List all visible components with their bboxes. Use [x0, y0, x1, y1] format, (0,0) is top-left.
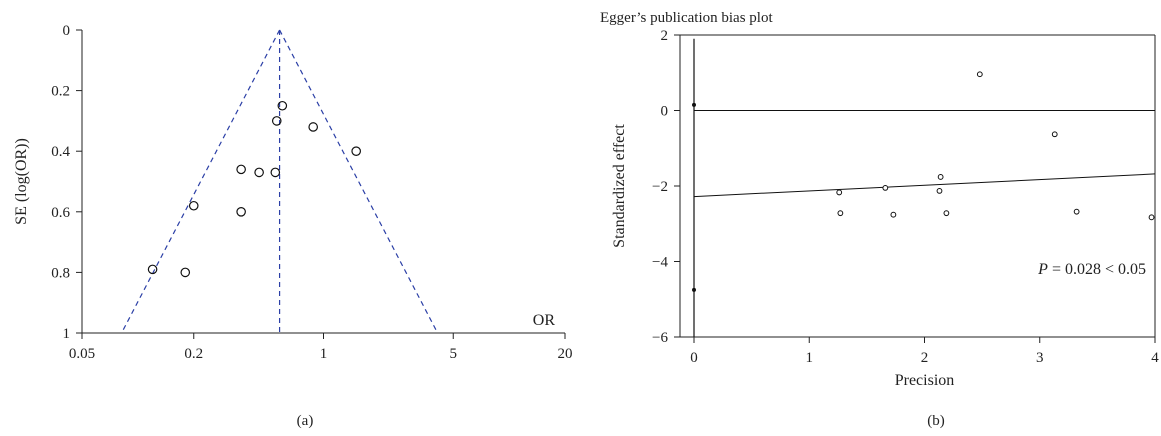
study-point: [270, 167, 281, 178]
caption-a: (a): [297, 413, 314, 429]
study-point: [943, 210, 950, 217]
y-tick-label: 1: [63, 326, 71, 342]
study-point: [236, 164, 246, 175]
study-point: [254, 167, 264, 178]
study-point: [271, 116, 282, 126]
study-point: [188, 200, 199, 211]
egger-plot: −6 −4 −2 0 2 0 1 2 3 4 Egger’s publication bias pl…: [600, 10, 1159, 429]
study-point: [236, 207, 246, 217]
study-point: [147, 264, 158, 275]
intercept-point: [692, 102, 696, 107]
x-tick-label: 1: [320, 346, 328, 362]
x-tick-label: 4: [1151, 350, 1159, 366]
study-point: [1148, 214, 1155, 221]
y-axis-label: SE (log(OR)): [13, 138, 30, 225]
caption-b: (b): [927, 413, 945, 429]
study-point: [180, 267, 191, 278]
funnel-right-line: [279, 29, 439, 334]
y-tick-label: −2: [652, 179, 668, 195]
y-axis-label: Standardized effect: [611, 124, 628, 248]
regression-line: [693, 173, 1156, 198]
x-axis-label: OR: [533, 312, 556, 329]
study-point: [882, 184, 889, 191]
study-point: [936, 188, 943, 194]
study-point: [1073, 208, 1080, 215]
x-tick-label: 20: [558, 346, 573, 362]
p-symbol: P: [1037, 261, 1048, 278]
y-tick-label: 0.2: [51, 84, 70, 100]
chart-title: Egger’s publication bias plot: [600, 10, 773, 26]
x-tick-label: 1: [806, 350, 814, 366]
x-tick-label: 0: [690, 350, 698, 366]
y-tick-label: 0.8: [51, 265, 70, 281]
funnel-plot: 0 0.2 0.4 0.6 0.8 1 0.05 0.2 1 5 20 OR SE (log(OR)) (…: [13, 23, 573, 429]
x-tick-label: 2: [921, 350, 929, 366]
study-point: [890, 211, 897, 218]
y-tick-label: 0.6: [51, 205, 70, 221]
x-tick-label: 0.2: [184, 346, 203, 362]
y-tick-label: 0: [661, 104, 669, 120]
study-point: [976, 71, 983, 78]
y-tick-label: 0: [63, 23, 71, 39]
study-point: [351, 146, 361, 156]
p-value-text: = 0.028 < 0.05: [1048, 261, 1146, 278]
x-axis-label: Precision: [895, 372, 955, 389]
intercept-point: [692, 287, 696, 292]
study-point: [836, 189, 843, 196]
study-point: [937, 174, 944, 180]
study-point: [308, 122, 318, 132]
p-value-annotation: P = 0.028 < 0.05: [1037, 261, 1146, 278]
y-tick-label: 2: [661, 28, 669, 44]
y-tick-label: −6: [652, 330, 668, 346]
x-tick-label: 3: [1036, 350, 1044, 366]
x-tick-label: 0.05: [69, 346, 95, 362]
funnel-left-line: [121, 29, 281, 334]
y-tick-label: −4: [652, 255, 668, 271]
study-point: [837, 210, 844, 217]
y-tick-label: 0.4: [51, 144, 70, 160]
study-point: [1051, 131, 1058, 138]
study-point: [277, 100, 288, 111]
x-tick-label: 5: [449, 346, 457, 362]
